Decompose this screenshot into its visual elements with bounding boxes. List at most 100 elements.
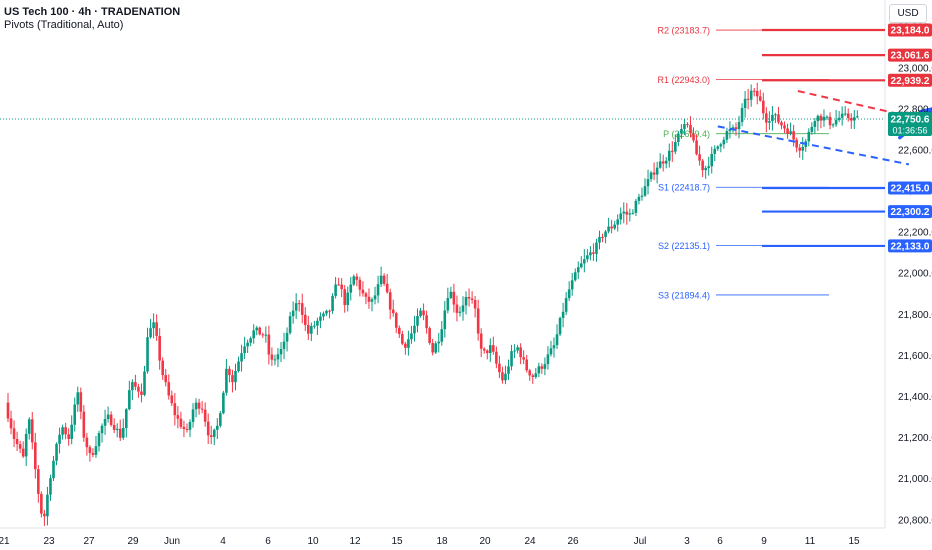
candle-body [40,493,43,514]
candle-body [725,131,729,140]
level-badge-bg [888,23,932,37]
currency-button[interactable]: USD [889,4,927,23]
candle-body [434,343,437,353]
candle-body [631,212,635,214]
candle-body [410,333,413,340]
candle-body [349,284,353,293]
candle-body [707,166,710,168]
candle-body [346,292,350,306]
candle-body [664,160,668,164]
indicator-legend[interactable]: Pivots (Traditional, Auto) [4,19,124,31]
candle-body [361,289,365,294]
candle-body [528,370,532,376]
candle-body [519,347,522,358]
candle-body [12,428,16,440]
candle-body [655,167,659,175]
candle-body [398,327,401,334]
candle-body [197,402,201,409]
candle-body [525,359,528,371]
price-tick-label: 20,800.0 [898,515,932,526]
candle-body [270,354,274,360]
candle-body [752,90,756,92]
candle-body [85,437,89,448]
candle-body [643,186,647,196]
candle-body [589,252,592,256]
candle-body [303,314,307,326]
candle-body [27,419,31,434]
candle-body [485,350,489,353]
candle-body [622,211,626,214]
candle-body [182,426,186,429]
candle-body [82,411,86,438]
candle-body [746,98,750,100]
candle-body [188,421,192,430]
candle-body [334,284,337,296]
candle-body [834,119,838,125]
candle-body [777,114,780,123]
pivot-label: S3 (21894.4) [658,290,710,300]
candle-body [853,117,856,121]
candle-body [819,115,823,121]
level-badge-bg [888,239,932,253]
candle-body [264,334,268,336]
candle-body [322,313,325,317]
candle-body [843,113,847,115]
candle-body [219,413,222,426]
candle-body [822,116,826,121]
candle-body [355,276,359,280]
wedge-lower-trendline [717,125,910,166]
symbol-title[interactable]: US Tech 100 · 4h · TRADENATION [4,6,181,18]
candle-body [152,322,155,329]
candle-body [816,115,820,122]
candle-body [18,444,22,449]
time-tick-label: 3 [684,536,690,547]
price-tick-label: 22,000.0 [898,269,932,280]
candle-body [555,334,559,346]
candle-body [473,300,477,309]
candle-body [522,357,525,360]
time-axis[interactable]: 21 23 27 29 Jun 4 6 10 12 15 18 20 24 26 Jul 3 6 9 11 15 [0,536,860,547]
candle-body [810,126,814,132]
candle-body [404,343,407,348]
candle-body [200,408,204,410]
candle-body [49,478,52,495]
level-badge-label: 22,415.0 [891,183,930,194]
candle-body [768,121,771,123]
candle-body [307,325,310,334]
candle-body [394,313,398,328]
time-tick-label: 21 [0,536,10,547]
candle-body [789,131,792,134]
candle-body [370,299,374,302]
candle-body [831,124,835,126]
level-badge-bg [888,181,932,195]
price-tick-label: 21,400.0 [898,392,932,403]
price-axis-badges: 23,184.0 23,061.6 22,939.2 22,415.0 22,300.2… [888,23,932,253]
candle-body [161,360,164,376]
time-tick-label: 10 [307,536,319,547]
candle-body [300,303,304,315]
candle-body [331,295,334,311]
candle-body [713,148,717,154]
candle-body [164,375,168,383]
candle-body [358,279,362,290]
candle-body [325,310,328,314]
current-price-badge-bg [888,112,932,137]
candle-body [170,395,174,404]
candle-body [504,373,507,381]
candle-body [743,98,747,109]
candle-body [425,315,428,329]
candle-body [179,418,183,427]
candle-body [634,200,638,213]
candle-body [15,439,19,445]
candle-body [146,337,149,372]
candle-body [343,289,346,306]
candle-body [273,359,277,361]
candle-body [774,114,777,116]
candle-body [501,372,504,381]
candle-body [649,172,653,180]
candle-body [595,242,598,254]
candle-body [646,179,650,187]
pivot-label: R1 (22943.0) [657,75,710,85]
